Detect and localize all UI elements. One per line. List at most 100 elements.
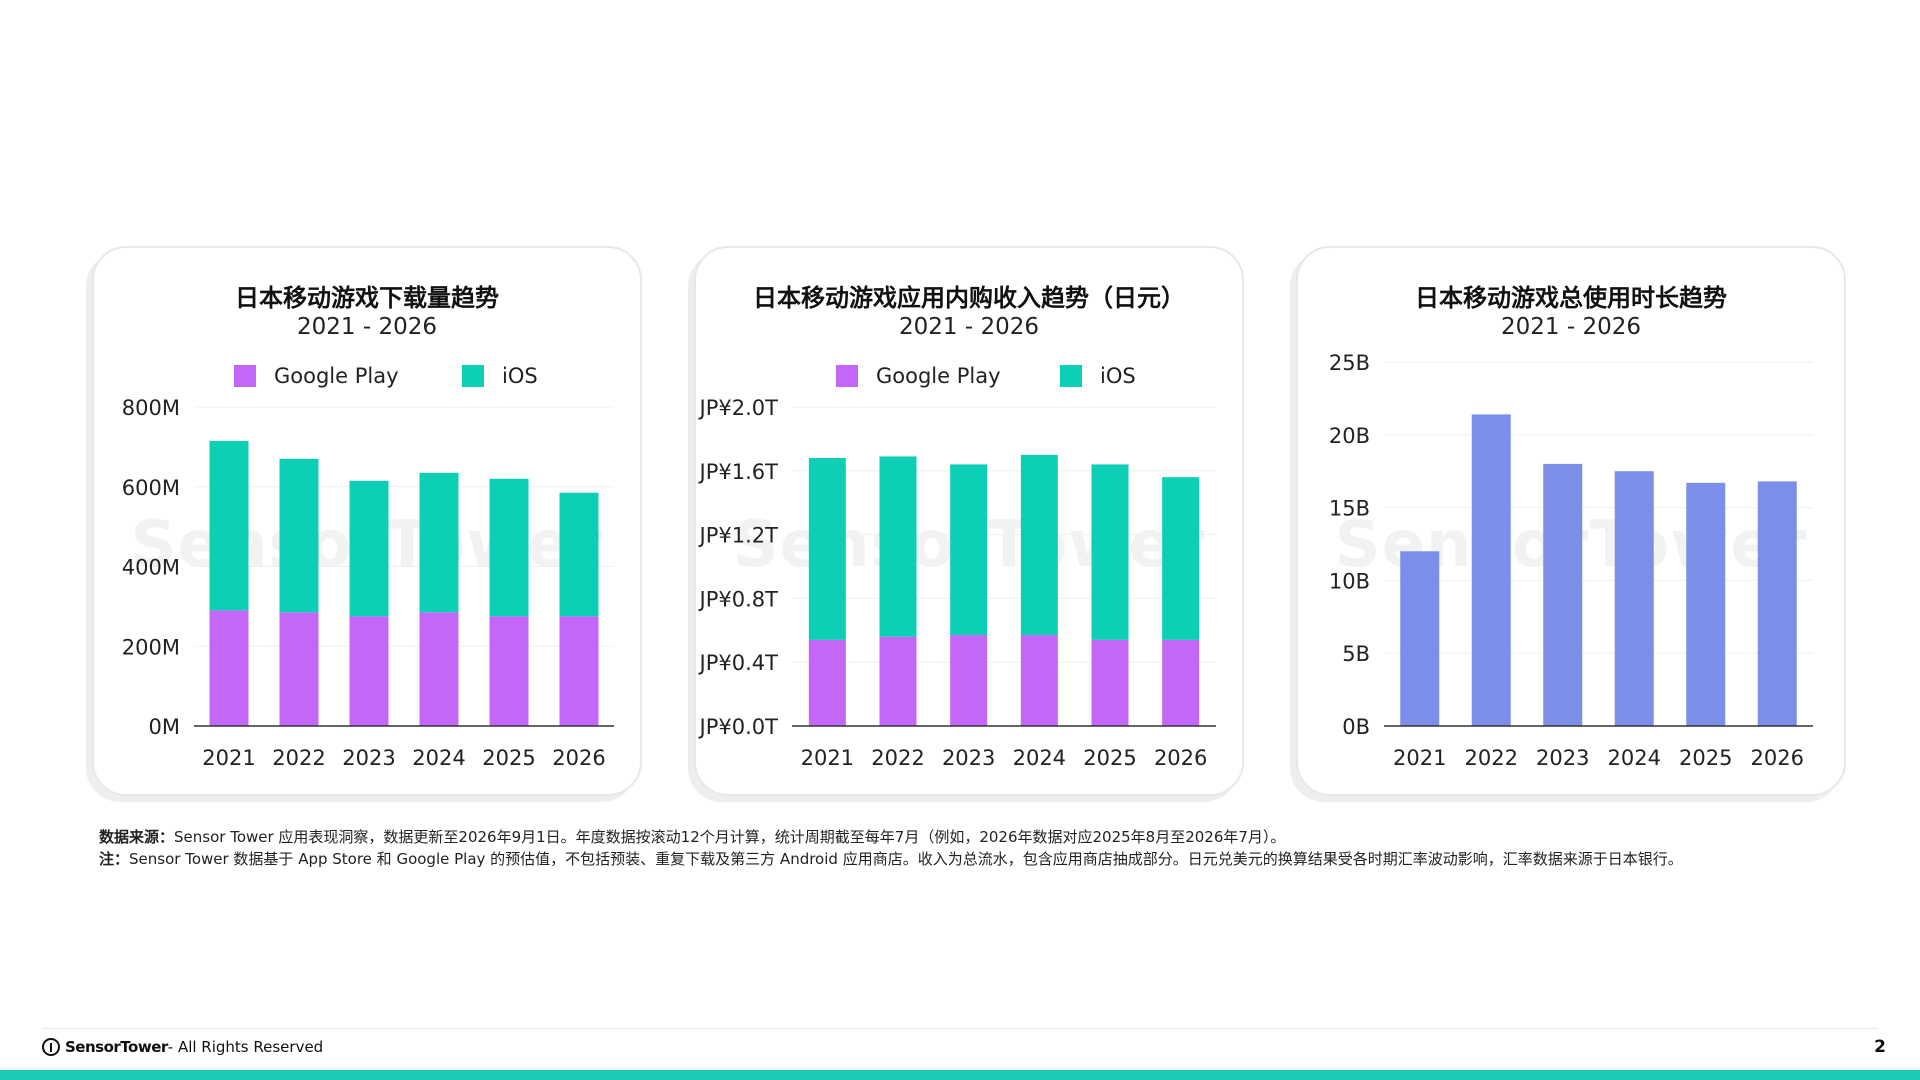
bar-google-play: [349, 616, 389, 726]
legend-swatch-ios: [1060, 365, 1082, 387]
chart-title: 日本移动游戏下载量趋势: [235, 284, 499, 312]
y-tick-label: 0M: [149, 715, 180, 739]
y-tick-label: 600M: [122, 476, 180, 500]
y-tick-label: 25B: [1329, 351, 1370, 375]
x-tick-label: 2025: [1083, 746, 1136, 770]
y-tick-label: 200M: [122, 635, 180, 659]
bar-google-play: [209, 610, 249, 726]
x-tick-label: 2025: [1679, 746, 1732, 770]
bar-ios: [489, 478, 529, 617]
bar-ios: [879, 456, 917, 637]
legend-swatch-ios: [462, 365, 484, 387]
legend-item-google-play: Google Play: [234, 364, 399, 388]
chart-legend: Google Play iOS: [696, 364, 1242, 394]
chart-subtitle: 2021 - 2026: [1501, 314, 1641, 340]
x-tick-label: 2024: [412, 746, 465, 770]
bar-google-play: [950, 635, 988, 726]
downloads-chart-plot: 0M 200M 400M 600M 800M 2021 2022 2023 2024 2025 20…: [122, 396, 614, 770]
y-tick-label: JP¥2.0T: [698, 396, 779, 420]
x-tick-label: 2024: [1608, 746, 1661, 770]
y-tick-label: JP¥1.6T: [698, 460, 779, 484]
source-label: 数据来源：: [99, 828, 175, 846]
x-tick-label: 2026: [1751, 746, 1804, 770]
x-tick-label: 2026: [552, 746, 605, 770]
note-label: 注：: [99, 850, 130, 868]
revenue-chart-plot: JP¥0.0T JP¥0.4T JP¥0.8T JP¥1.2T JP¥1.6T JP¥2.…: [698, 396, 1216, 770]
y-tick-label: 20B: [1329, 424, 1370, 448]
chart-notes: 数据来源：Sensor Tower 应用表现洞察，数据更新至2026年9月1日。…: [99, 826, 1749, 870]
legend-swatch-google-play: [234, 365, 256, 387]
source-note: 数据来源：Sensor Tower 应用表现洞察，数据更新至2026年9月1日。…: [99, 826, 1749, 848]
usage-chart-plot: 0B 5B 10B 15B 20B 25B 2021 2022 2023 2024 2025 2026: [1329, 351, 1813, 770]
bar-ios: [419, 472, 459, 613]
disclaimer-note: 注：Sensor Tower 数据基于 App Store 和 Google P…: [99, 848, 1749, 870]
chart-subtitle: 2021 - 2026: [899, 314, 1039, 340]
bar-usage: [1686, 482, 1726, 726]
chart-title: 日本移动游戏总使用时长趋势: [1415, 284, 1727, 312]
legend-label: Google Play: [876, 364, 1001, 388]
y-tick-label: JP¥1.2T: [698, 524, 779, 548]
x-tick-label: 2021: [801, 746, 854, 770]
source-text: Sensor Tower 应用表现洞察，数据更新至2026年9月1日。年度数据按…: [174, 828, 1286, 846]
legend-label: iOS: [502, 364, 538, 388]
bar-ios: [1020, 454, 1058, 636]
bar-google-play: [559, 616, 599, 726]
footer-rights: - All Rights Reserved: [167, 1038, 324, 1056]
y-tick-label: JP¥0.0T: [698, 715, 779, 739]
bar-google-play: [279, 612, 319, 726]
x-tick-label: 2025: [482, 746, 535, 770]
bar-ios: [279, 458, 319, 613]
bar-google-play: [879, 636, 917, 726]
x-tick-label: 2023: [1536, 746, 1589, 770]
bar-google-play: [419, 612, 459, 726]
x-tick-label: 2022: [871, 746, 924, 770]
x-tick-label: 2023: [942, 746, 995, 770]
y-tick-label: JP¥0.4T: [698, 651, 779, 675]
bar-ios: [209, 440, 249, 611]
bar-ios: [559, 492, 599, 617]
x-tick-label: 2021: [1393, 746, 1446, 770]
bar-ios: [1091, 464, 1129, 640]
bar-google-play: [489, 616, 529, 726]
y-tick-label: JP¥0.8T: [698, 587, 779, 611]
revenue-chart-card: SensorTower 日本移动游戏应用内购收入趋势（日元） 2021 - 20…: [694, 246, 1244, 796]
bar-google-play: [808, 639, 846, 726]
legend-item-google-play: Google Play: [836, 364, 1001, 388]
x-tick-label: 2022: [1465, 746, 1518, 770]
bottom-accent-bar: [0, 1070, 1920, 1080]
chart-subtitle: 2021 - 2026: [297, 314, 437, 340]
bar-google-play: [1162, 639, 1200, 726]
x-tick-label: 2022: [272, 746, 325, 770]
footer: SensorTower - All Rights Reserved: [42, 1038, 323, 1056]
legend-swatch-google-play: [836, 365, 858, 387]
y-tick-label: 5B: [1342, 642, 1370, 666]
bar-usage: [1614, 471, 1654, 726]
x-tick-label: 2026: [1154, 746, 1207, 770]
chart-title: 日本移动游戏应用内购收入趋势（日元）: [753, 284, 1185, 312]
legend-label: iOS: [1100, 364, 1136, 388]
y-tick-label: 15B: [1329, 497, 1370, 521]
bar-usage: [1757, 481, 1797, 726]
sensor-tower-logo-icon: [42, 1038, 60, 1056]
y-tick-label: 400M: [122, 556, 180, 580]
y-tick-label: 10B: [1329, 569, 1370, 593]
bar-usage: [1400, 551, 1440, 726]
x-tick-label: 2023: [342, 746, 395, 770]
bar-google-play: [1091, 639, 1129, 726]
y-tick-label: 800M: [122, 396, 180, 420]
x-tick-label: 2021: [202, 746, 255, 770]
chart-legend: Google Play iOS: [94, 364, 640, 394]
bar-ios: [950, 464, 988, 636]
bar-ios: [808, 458, 846, 640]
note-text: Sensor Tower 数据基于 App Store 和 Google Pla…: [129, 850, 1683, 868]
footer-brand: SensorTower: [65, 1038, 168, 1056]
footer-divider: [42, 1028, 1878, 1029]
page-number: 2: [1874, 1037, 1886, 1057]
y-tick-label: 0B: [1342, 715, 1370, 739]
legend-label: Google Play: [274, 364, 399, 388]
bar-usage: [1471, 414, 1511, 726]
usage-chart-card: SensorTower 日本移动游戏总使用时长趋势 2021 - 2026 0B…: [1296, 246, 1846, 796]
legend-item-ios: iOS: [462, 364, 538, 388]
legend-item-ios: iOS: [1060, 364, 1136, 388]
downloads-chart-card: SensorTower 日本移动游戏下载量趋势 2021 - 2026 Goog…: [92, 246, 642, 796]
